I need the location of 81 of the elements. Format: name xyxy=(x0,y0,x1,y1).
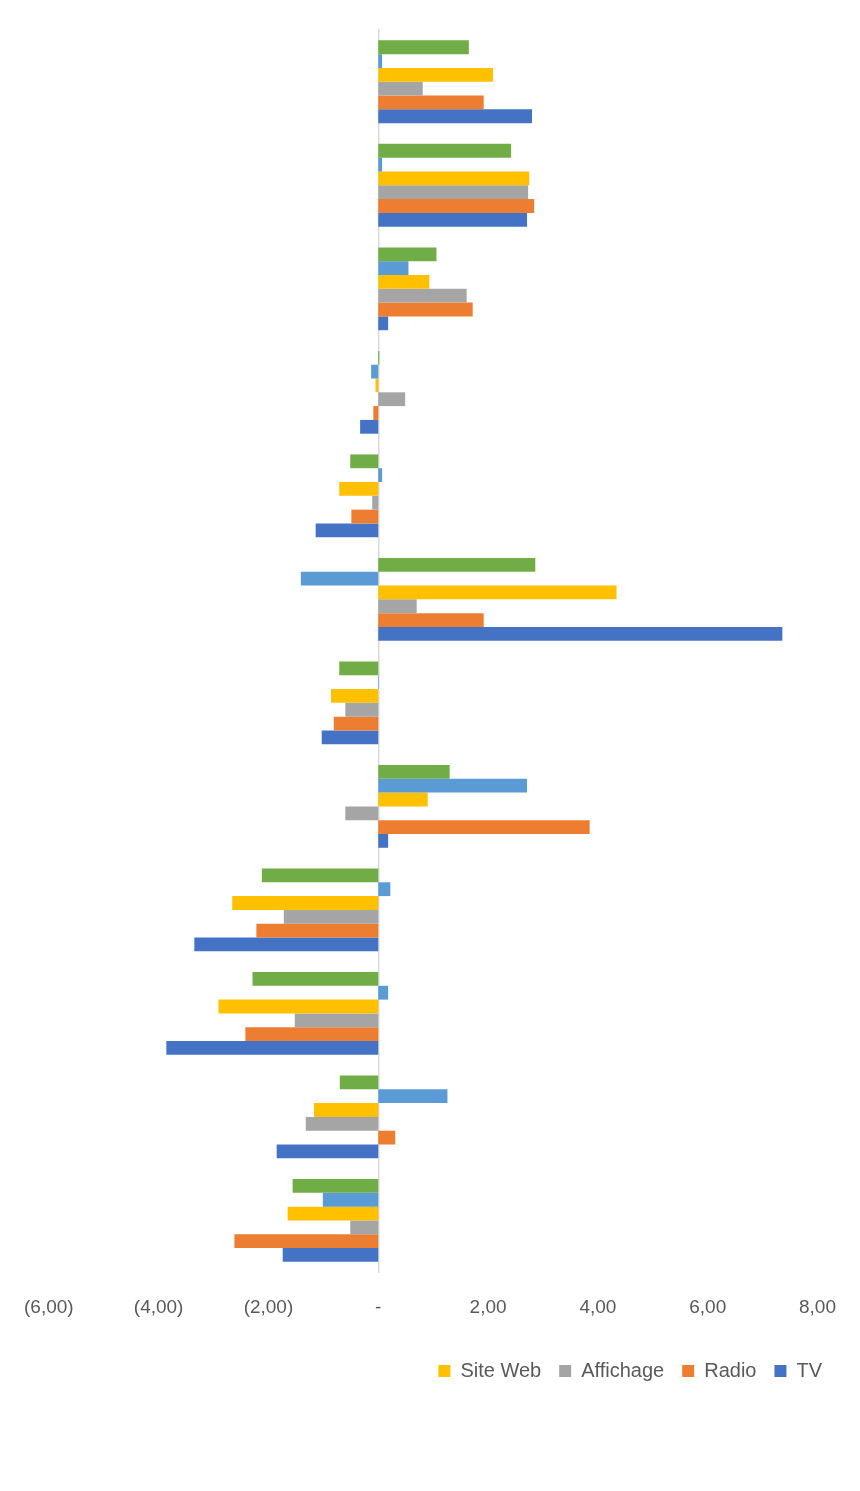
bar xyxy=(378,67,494,82)
bar xyxy=(378,585,617,600)
bar xyxy=(378,185,529,200)
bar xyxy=(378,81,423,96)
bar xyxy=(378,613,484,627)
bar xyxy=(378,778,528,793)
bar xyxy=(252,972,379,986)
bar xyxy=(282,1248,379,1262)
bar xyxy=(287,1206,379,1221)
bar xyxy=(378,468,383,483)
x-tick-label: 8,00 xyxy=(799,1295,836,1317)
bar xyxy=(378,599,417,614)
bar xyxy=(378,157,383,172)
bar xyxy=(360,419,379,434)
bar xyxy=(283,909,379,924)
x-tick-label: (6,00) xyxy=(24,1295,74,1317)
bar xyxy=(378,764,450,779)
bar xyxy=(378,882,391,897)
bar xyxy=(378,820,590,834)
bar xyxy=(305,1116,379,1131)
bar xyxy=(378,54,383,68)
bar xyxy=(350,454,379,469)
bar xyxy=(378,302,473,317)
bar xyxy=(339,482,379,496)
bar xyxy=(322,1192,379,1207)
bar xyxy=(378,274,430,289)
bar xyxy=(378,109,532,124)
bar xyxy=(276,1144,379,1159)
bar xyxy=(351,509,379,524)
bar xyxy=(378,247,437,262)
bar xyxy=(321,730,379,745)
bar xyxy=(378,626,783,641)
x-tick-label: 4,00 xyxy=(579,1295,617,1317)
bar xyxy=(261,868,379,883)
bar xyxy=(256,923,379,938)
bar xyxy=(378,40,469,55)
bar xyxy=(378,288,467,303)
bar xyxy=(314,1103,379,1117)
bar xyxy=(339,661,379,676)
bar xyxy=(373,406,379,420)
bar xyxy=(331,689,379,703)
bar xyxy=(345,702,379,717)
bar xyxy=(372,495,379,510)
legend-label: Site Web xyxy=(460,1358,542,1381)
bar xyxy=(378,985,389,1000)
bar xyxy=(166,1041,379,1055)
bar xyxy=(345,806,379,821)
bar xyxy=(194,937,379,952)
bar xyxy=(218,999,379,1014)
bar xyxy=(300,571,379,586)
bar xyxy=(378,95,484,110)
bar xyxy=(245,1027,379,1042)
bar xyxy=(378,1130,396,1145)
bar xyxy=(294,1013,379,1028)
bar xyxy=(378,833,389,848)
x-tick-label: 6,00 xyxy=(689,1295,727,1317)
legend-label: TV xyxy=(796,1358,823,1381)
bar xyxy=(371,364,379,379)
bar xyxy=(378,171,530,186)
bar xyxy=(315,523,379,538)
bar xyxy=(350,1220,379,1235)
bar xyxy=(378,212,528,227)
bar xyxy=(333,716,379,731)
bar xyxy=(378,557,536,572)
bar xyxy=(378,392,406,407)
bar xyxy=(378,261,409,275)
bar xyxy=(234,1234,379,1249)
x-tick-label: (4,00) xyxy=(133,1295,184,1317)
x-tick-label: (2,00) xyxy=(243,1295,294,1317)
bar xyxy=(378,1089,448,1104)
bar xyxy=(339,1075,379,1090)
x-tick-label: - xyxy=(375,1295,382,1317)
bar xyxy=(378,792,428,807)
bar xyxy=(292,1179,379,1193)
legend-label: Affichage xyxy=(581,1358,665,1381)
x-tick-label: 2,00 xyxy=(469,1295,507,1317)
bar xyxy=(232,896,379,910)
bar xyxy=(378,316,389,331)
bar xyxy=(378,143,512,158)
bar xyxy=(378,199,535,213)
legend-label: Radio xyxy=(704,1358,757,1381)
